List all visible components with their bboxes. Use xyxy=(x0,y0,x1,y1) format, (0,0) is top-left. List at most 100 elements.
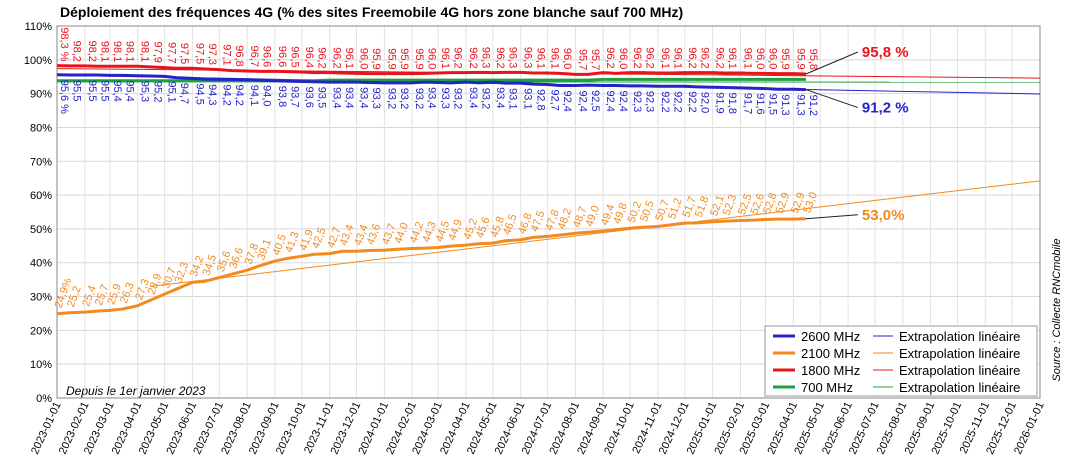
data-label: 95,7 xyxy=(576,49,588,70)
y-tick-label: 40% xyxy=(30,258,52,270)
series-line xyxy=(56,73,806,92)
data-label: 95,7 xyxy=(589,49,601,70)
data-label: 91,3 xyxy=(779,94,791,115)
y-tick-label: 110% xyxy=(25,21,53,33)
end-label: 91,2 % xyxy=(862,100,909,117)
series-line xyxy=(57,77,806,83)
data-label: 91,6 xyxy=(754,93,766,114)
end-label: 95,8 % xyxy=(862,44,909,61)
data-label: 94,1 xyxy=(248,85,260,106)
data-label: 96,1 xyxy=(343,48,355,69)
data-label: 95,2 xyxy=(151,81,163,102)
data-label: 93,5 xyxy=(315,87,327,108)
y-tick-label: 100% xyxy=(24,55,52,67)
data-label: 96,0 xyxy=(767,48,779,69)
data-label: 98,1 xyxy=(98,41,110,62)
data-label: 96,2 xyxy=(644,47,656,68)
data-label: 95,9 xyxy=(385,48,397,69)
data-label: 94,5 xyxy=(193,83,205,104)
data-label: 96,4 xyxy=(303,47,315,68)
y-tick-label: 20% xyxy=(30,325,52,337)
data-label: 92,2 xyxy=(671,91,683,112)
data-label: 92,5 xyxy=(589,90,601,111)
data-label: 96,2 xyxy=(467,47,479,68)
data-label: 96,3 xyxy=(522,47,534,68)
data-label: 91,3 xyxy=(794,94,806,115)
data-label: 91,9 xyxy=(714,92,726,113)
chart-title: Déploiement des fréquences 4G (% des sit… xyxy=(60,4,683,20)
data-label: 96,1 xyxy=(671,48,683,69)
data-label: 95,5 xyxy=(98,80,110,101)
data-label: 98,1 xyxy=(111,41,123,62)
data-label: 94,7 xyxy=(178,83,190,104)
data-label: 95,3 xyxy=(139,81,151,102)
data-label: 96,0 xyxy=(617,48,629,69)
data-label: 93,4 xyxy=(343,87,355,108)
data-label: 92,7 xyxy=(549,90,561,111)
data-label: 93,2 xyxy=(385,88,397,109)
y-tick-label: 10% xyxy=(30,359,52,371)
legend-label: Extrapolation linéaire xyxy=(899,329,1020,344)
legend-box xyxy=(764,325,1038,397)
data-label: 93,4 xyxy=(467,87,479,108)
data-label: 96,1 xyxy=(659,48,671,69)
data-label: 96,2 xyxy=(494,47,506,68)
data-label: 98,1 xyxy=(123,41,135,62)
data-label: 98,3 % xyxy=(58,27,70,61)
data-label: 96,0 xyxy=(754,48,766,69)
y-tick-label: 60% xyxy=(30,190,52,202)
data-label: 93,2 xyxy=(452,88,464,109)
data-label: 94,2 xyxy=(220,84,232,105)
leader-line xyxy=(805,214,858,220)
y-tick-label: 30% xyxy=(30,292,52,304)
data-label: 97,9 xyxy=(151,41,163,62)
data-label: 93,7 xyxy=(289,86,301,107)
y-tick-label: 70% xyxy=(30,156,52,168)
note: Depuis le 1er janvier 2023 xyxy=(66,384,206,398)
y-tick-label: 80% xyxy=(30,122,52,134)
data-label: 91,7 xyxy=(741,93,753,114)
legend-label: Extrapolation linéaire xyxy=(899,380,1020,395)
data-label: 96,3 xyxy=(480,47,492,68)
data-label: 92,8 xyxy=(534,89,546,110)
data-label: 93,4 xyxy=(331,87,343,108)
data-label: 96,2 xyxy=(698,47,710,68)
data-label: 92,0 xyxy=(698,92,710,113)
data-label: 95,9 xyxy=(779,48,791,69)
data-label: 91,2 xyxy=(807,95,819,116)
extrapolation-line xyxy=(150,180,1041,287)
data-label: 95,9 xyxy=(398,48,410,69)
y-tick-label: 50% xyxy=(30,224,52,236)
data-label: 93,2 xyxy=(398,88,410,109)
data-label: 96,3 xyxy=(506,47,518,68)
legend-label: 2100 MHz xyxy=(801,346,860,361)
data-label: 96,2 xyxy=(315,47,327,68)
data-label: 95,4 xyxy=(123,80,135,101)
source: Source : Collecte RNCmobile xyxy=(1051,238,1063,381)
data-label: 95,4 xyxy=(111,80,123,101)
data-label: 96,2 xyxy=(631,47,643,68)
data-label: 92,4 xyxy=(561,91,573,112)
data-label: 94,3 xyxy=(206,84,218,105)
data-label: 96,6 xyxy=(261,46,273,67)
data-label: 94,2 xyxy=(233,84,245,105)
data-label: 96,2 xyxy=(686,47,698,68)
data-label: 93,3 xyxy=(439,87,451,108)
data-label: 95,5 xyxy=(86,80,98,101)
data-label: 96,0 xyxy=(561,48,573,69)
data-label: 97,1 xyxy=(220,44,232,65)
data-label: 93,2 xyxy=(413,88,425,109)
data-label: 92,4 xyxy=(604,91,616,112)
data-label: 96,0 xyxy=(426,48,438,69)
data-label: 95,8 xyxy=(807,49,819,70)
data-label: 93,4 xyxy=(358,87,370,108)
data-label: 97,3 xyxy=(206,44,218,65)
data-label: 96,0 xyxy=(358,48,370,69)
data-label: 97,7 xyxy=(166,42,178,63)
data-label: 95,5 xyxy=(71,80,83,101)
data-label: 92,4 xyxy=(576,91,588,112)
data-label: 92,2 xyxy=(659,91,671,112)
data-label: 95,1 xyxy=(166,81,178,102)
data-label: 97,5 xyxy=(193,43,205,64)
